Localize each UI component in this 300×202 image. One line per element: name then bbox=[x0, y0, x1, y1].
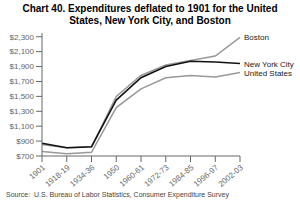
html-text:Source: U.S. Bureau of Labor S: Source: U.S. Bureau of Labor Statistics,… bbox=[6, 191, 229, 198]
svg-text:1934-36: 1934-36 bbox=[68, 163, 97, 189]
svg-text:$2,300: $2,300 bbox=[10, 33, 35, 42]
svg-text:1996-97: 1996-97 bbox=[192, 163, 221, 189]
svg-text:United States: United States bbox=[244, 69, 292, 78]
svg-text:$1,900: $1,900 bbox=[10, 62, 35, 71]
svg-text:$1,300: $1,300 bbox=[10, 107, 35, 116]
svg-text:1950: 1950 bbox=[102, 163, 122, 182]
svg-text:1960-61: 1960-61 bbox=[118, 163, 147, 189]
svg-text:1918-19: 1918-19 bbox=[43, 163, 72, 189]
svg-text:$1,500: $1,500 bbox=[10, 92, 35, 101]
svg-text:2002-03: 2002-03 bbox=[217, 163, 246, 189]
html-text:Chart 40. Expenditures deflate: Chart 40. Expenditures deflated to 1901 … bbox=[22, 3, 278, 26]
svg-text:1901: 1901 bbox=[28, 163, 48, 182]
svg-text:$2,100: $2,100 bbox=[10, 47, 35, 56]
svg-text:$1,700: $1,700 bbox=[10, 77, 35, 86]
svg-text:Boston: Boston bbox=[244, 33, 269, 42]
svg-text:1972-73: 1972-73 bbox=[142, 163, 171, 189]
svg-text:New York City: New York City bbox=[244, 60, 292, 69]
svg-text:$700: $700 bbox=[16, 152, 34, 161]
svg-text:1984-85: 1984-85 bbox=[167, 163, 196, 189]
svg-text:$1,100: $1,100 bbox=[10, 122, 35, 131]
svg-text:$900: $900 bbox=[16, 137, 34, 146]
